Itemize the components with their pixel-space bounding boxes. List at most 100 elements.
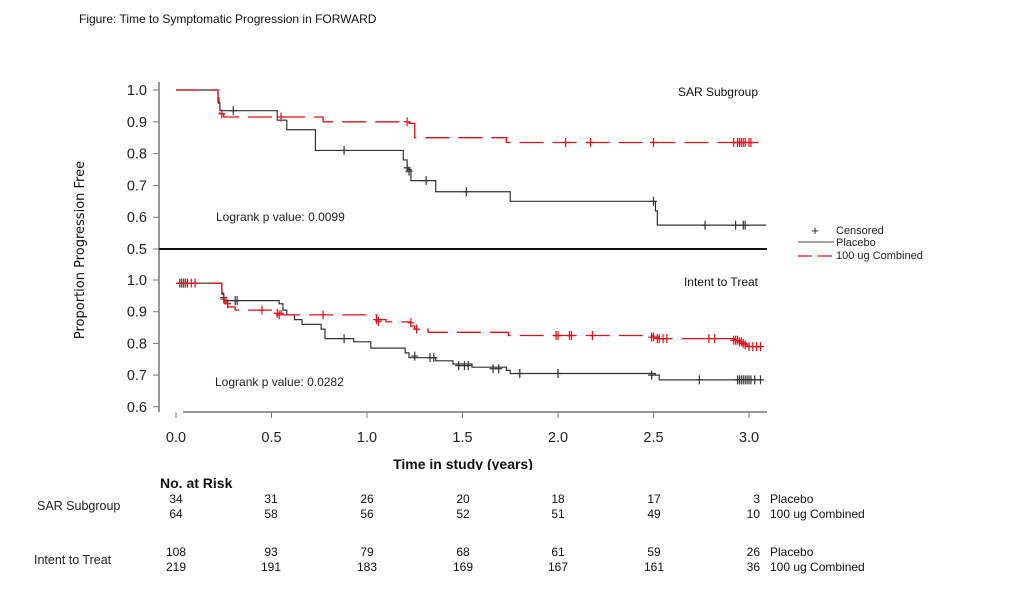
censored-mark bbox=[695, 375, 703, 385]
censored-mark bbox=[191, 278, 199, 288]
logrank-annotation: Logrank p value: 0.0099 bbox=[216, 210, 345, 224]
risk-count: 20 bbox=[456, 492, 470, 506]
risk-count: 18 bbox=[551, 492, 565, 506]
censored-mark bbox=[554, 369, 562, 379]
risk-count: 56 bbox=[360, 507, 374, 521]
risk-count: 26 bbox=[746, 545, 760, 559]
censored-mark bbox=[462, 187, 470, 197]
legend-censored-label: Censored bbox=[836, 225, 884, 237]
risk-count: 161 bbox=[643, 560, 665, 574]
y-tick-label: 1.0 bbox=[127, 273, 147, 289]
risk-count: 219 bbox=[165, 560, 187, 574]
x-tick-label: 2.5 bbox=[643, 430, 663, 446]
risk-count: 3 bbox=[753, 492, 760, 506]
figure-title: Figure: Time to Symptomatic Progression … bbox=[79, 12, 377, 26]
risk-count: 93 bbox=[264, 545, 278, 559]
risk-count: 51 bbox=[551, 507, 565, 521]
risk-count: 58 bbox=[264, 507, 278, 521]
risk-treatment-label: Placebo bbox=[770, 492, 814, 506]
x-tick-label: 0.5 bbox=[261, 430, 281, 446]
censored-mark bbox=[747, 137, 755, 147]
censored-mark bbox=[258, 305, 266, 315]
censored-mark bbox=[430, 353, 438, 363]
y-tick-label: 0.9 bbox=[127, 115, 147, 131]
censored-mark bbox=[562, 137, 570, 147]
x-tick-label: 3.0 bbox=[739, 430, 759, 446]
legend-placebo-label: Placebo bbox=[836, 237, 876, 249]
risk-count: 59 bbox=[647, 545, 661, 559]
logrank-annotation: Logrank p value: 0.0282 bbox=[215, 375, 344, 389]
censored-mark bbox=[586, 137, 594, 147]
censored-mark bbox=[650, 137, 657, 147]
y-tick-label: 0.7 bbox=[127, 368, 147, 384]
censored-mark bbox=[701, 220, 709, 230]
censored-mark bbox=[275, 310, 283, 320]
censored-mark bbox=[374, 316, 382, 326]
censored-mark bbox=[422, 176, 430, 186]
censored-mark bbox=[233, 296, 241, 306]
risk-count: 49 bbox=[647, 507, 661, 521]
censored-mark bbox=[277, 112, 285, 122]
y-tick-label: 0.8 bbox=[127, 336, 147, 352]
censored-mark bbox=[650, 196, 657, 206]
risk-table-title: No. at Risk bbox=[160, 475, 233, 491]
censored-mark bbox=[229, 106, 237, 116]
x-tick-label: 0.0 bbox=[166, 430, 186, 446]
censored-mark bbox=[405, 166, 413, 176]
risk-count: 10 bbox=[746, 507, 760, 521]
risk-treatment-label: 100 ug Combined bbox=[770, 507, 865, 521]
risk-count: 191 bbox=[260, 560, 282, 574]
censored-mark bbox=[403, 117, 411, 127]
risk-group-label: Intent to Treat bbox=[34, 553, 112, 567]
risk-treatment-label: 100 ug Combined bbox=[770, 560, 865, 574]
plot-area: SAR Subgroup Logrank p value: 0.0099 Inten… bbox=[176, 85, 767, 389]
risk-count: 52 bbox=[456, 507, 470, 521]
censored-mark bbox=[464, 361, 472, 371]
y-axis-label: Proportion Progression Free bbox=[73, 161, 88, 339]
x-tick-label: 1.0 bbox=[357, 430, 377, 446]
x-axis-label: Time in study (years) bbox=[393, 456, 533, 470]
risk-count: 31 bbox=[264, 492, 278, 506]
censored-mark bbox=[756, 342, 764, 352]
y-tick-label: 0.8 bbox=[127, 147, 147, 163]
y-tick-label: 1.0 bbox=[127, 83, 147, 99]
risk-count: 68 bbox=[456, 545, 470, 559]
censored-mark bbox=[554, 330, 562, 340]
y-tick-label: 0.6 bbox=[127, 210, 147, 226]
risk-count: 108 bbox=[165, 545, 187, 559]
risk-count: 34 bbox=[169, 492, 183, 506]
axes: 0.0 0.5 1.0 1.5 2.0 2.5 3.0 1.0 0.9 0.8 0.7 0.6 0.5 1… bbox=[127, 82, 767, 446]
risk-count: 17 bbox=[647, 492, 661, 506]
risk-count: 167 bbox=[547, 560, 569, 574]
censored-mark bbox=[567, 330, 575, 340]
y-tick-label: 0.7 bbox=[127, 178, 147, 194]
y-tick-label: 0.9 bbox=[127, 305, 147, 321]
series-100ug-line bbox=[176, 89, 759, 144]
risk-group-label: SAR Subgroup bbox=[37, 499, 121, 513]
censored-mark bbox=[407, 318, 415, 328]
x-tick-label: 2.0 bbox=[548, 430, 568, 446]
risk-count: 36 bbox=[746, 560, 760, 574]
legend-100ug-label: 100 ug Combined bbox=[836, 250, 923, 262]
legend: + Censored Placebo 100 ug Combined bbox=[798, 223, 923, 262]
censored-mark bbox=[516, 369, 524, 379]
risk-count: 79 bbox=[360, 545, 374, 559]
series-100ug-line bbox=[176, 282, 765, 348]
risk-treatment-label: Placebo bbox=[770, 545, 814, 559]
censored-mark bbox=[588, 330, 596, 340]
risk-count: 26 bbox=[360, 492, 374, 506]
censored-mark bbox=[741, 340, 749, 350]
censored-mark bbox=[732, 220, 740, 230]
panel-label: Intent to Treat bbox=[684, 275, 759, 289]
censored-mark bbox=[411, 351, 419, 361]
y-tick-label: 0.5 bbox=[127, 242, 147, 258]
axis-corner bbox=[159, 407, 183, 412]
censored-mark bbox=[650, 332, 657, 342]
km-chart: 0.0 0.5 1.0 1.5 2.0 2.5 3.0 1.0 0.9 0.8 0.7 0.6 0.5 1… bbox=[73, 82, 923, 470]
y-tick-label: 0.6 bbox=[127, 400, 147, 416]
risk-count: 183 bbox=[356, 560, 378, 574]
risk-count: 169 bbox=[452, 560, 474, 574]
censored-mark bbox=[340, 145, 348, 155]
censored-mark bbox=[340, 334, 348, 344]
panel-label: SAR Subgroup bbox=[678, 85, 758, 99]
